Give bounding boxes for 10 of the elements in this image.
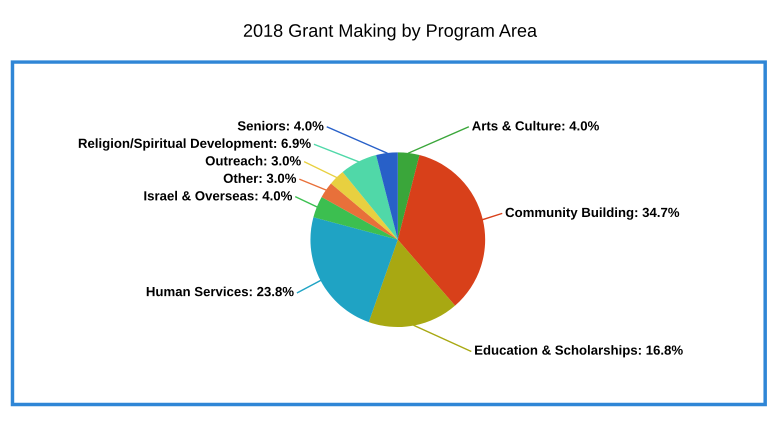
slice-label: Seniors: 4.0% [238, 120, 324, 131]
slice-label: Education & Scholarships: 16.8% [475, 345, 683, 358]
slice-label: Arts & Culture: 4.0% [472, 120, 599, 131]
slice-label: Human Services: 23.8% [146, 286, 294, 296]
slice-label: Religion/Spiritual Development: 6.9% [78, 138, 311, 151]
chart-title: 2018 Grant Making by Program Area [244, 24, 538, 41]
slice-label: Outreach: 3.0% [206, 156, 301, 166]
slice-label: Community Building: 34.7% [506, 207, 680, 220]
slice-label: Israel & Overseas: 4.0% [144, 190, 292, 201]
slice-label: Other: 3.0% [224, 173, 296, 183]
